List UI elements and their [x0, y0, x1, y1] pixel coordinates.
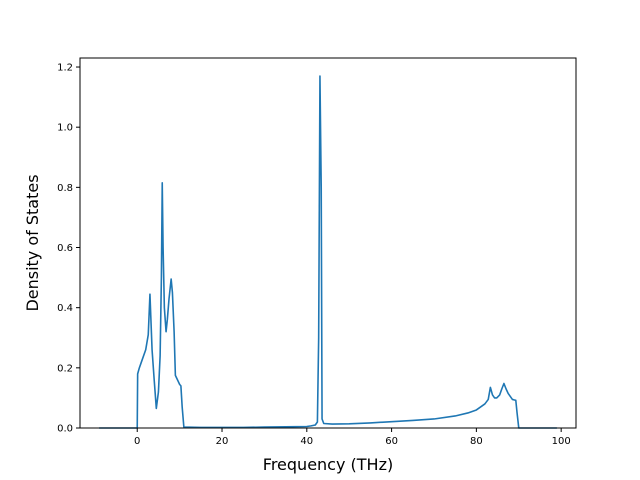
- series-layer: [99, 75, 557, 429]
- x-axis-ticks: 0 20 40 60 80 100: [134, 428, 571, 447]
- x-tick-label: 100: [552, 436, 571, 447]
- plot-frame: [79, 57, 577, 429]
- x-axis-label: Frequency (THz): [263, 455, 393, 474]
- y-tick-label: 0.8: [57, 183, 73, 194]
- y-axis-ticks: 0.0 0.2 0.4 0.6 0.8 1.0 1.2: [57, 63, 80, 435]
- x-tick-label: 0: [134, 436, 140, 447]
- x-tick-label: 20: [216, 436, 229, 447]
- x-tick-label: 60: [385, 436, 398, 447]
- y-tick-label: 1.2: [57, 63, 73, 74]
- y-axis-label: Density of States: [23, 174, 42, 311]
- x-tick-label: 40: [300, 436, 313, 447]
- y-tick-label: 0.0: [57, 424, 73, 435]
- y-tick-label: 0.2: [57, 363, 73, 374]
- y-tick-label: 1.0: [57, 123, 73, 134]
- series-line-0: [99, 75, 557, 429]
- y-tick-label: 0.6: [57, 243, 73, 254]
- y-tick-label: 0.4: [57, 303, 73, 314]
- x-tick-label: 80: [470, 436, 483, 447]
